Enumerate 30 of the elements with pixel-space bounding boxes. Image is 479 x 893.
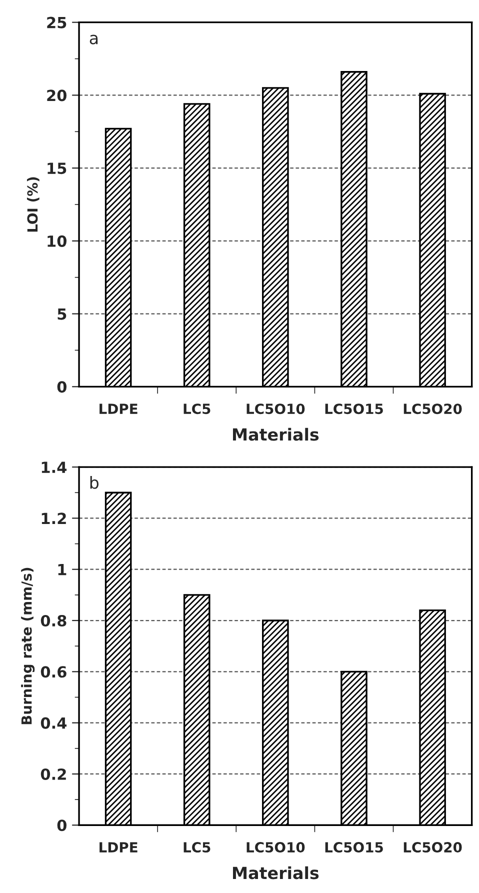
y-tick-label: 15 [48,162,66,174]
x-tick-label: LC5O15 [325,404,383,414]
y-tick-label: 0.4 [40,717,67,729]
x-tick-label: LC5O20 [404,842,462,853]
x-tick-label: LC5 [184,404,210,414]
y-tick-label: 20 [47,90,66,102]
x-tick-label: LDPE [100,842,138,852]
x-tick-label: LC5O10 [246,404,305,414]
y-axis-title: Burning rate (mm/s) [21,568,35,724]
y-tick-label: 0.8 [40,614,66,627]
annotation: b [90,476,99,489]
y-axis-title: LOI (%) [26,177,40,232]
y-tick-label: 0 [57,820,66,832]
x-tick-label: LC5O20 [404,404,462,414]
x-axis-title: Materials [233,866,319,880]
y-tick-label: 1.2 [42,512,66,524]
x-tick-label: LC5O15 [325,842,383,853]
y-tick-label: 5 [58,308,66,320]
annotation: a [90,34,98,44]
y-tick-label: 0 [57,381,66,393]
y-tick-label: 0.2 [40,768,66,780]
x-axis-title: Materials [233,428,319,441]
x-tick-label: LC5 [184,842,210,853]
y-tick-label: 1 [58,564,66,576]
x-tick-label: LC5O10 [246,842,305,853]
y-tick-label: 0.6 [40,666,66,678]
y-tick-label: 10 [48,235,66,247]
x-tick-label: LDPE [100,404,138,414]
y-tick-label: 1.4 [42,462,67,473]
y-tick-label: 25 [47,16,66,28]
